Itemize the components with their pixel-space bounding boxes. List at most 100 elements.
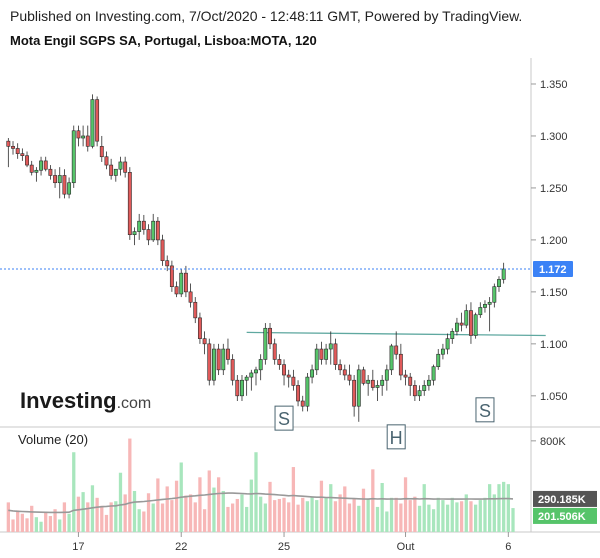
candle — [221, 343, 226, 376]
volume-bar — [174, 480, 179, 532]
candle-body — [370, 379, 375, 388]
price-grid: 1.350 1.300 1.250 1.200 1.150 1.100 1.050 — [531, 79, 568, 403]
volume-labels: 800K 290.185K 201.506K — [531, 436, 597, 524]
candle — [174, 281, 179, 298]
candle-body — [426, 379, 431, 386]
candle — [342, 364, 347, 381]
volume-bar — [67, 513, 71, 532]
candle-body — [469, 310, 473, 336]
candle — [263, 323, 268, 365]
candle-body — [314, 348, 319, 371]
volume-last-tag — [533, 507, 597, 524]
candle — [226, 338, 230, 365]
volume-bar — [380, 483, 384, 532]
candle — [137, 213, 142, 240]
volume-bar — [104, 514, 109, 532]
candle — [85, 125, 90, 152]
candle — [305, 372, 310, 412]
candle-body — [123, 161, 128, 173]
candle-body — [459, 322, 464, 326]
candle-body — [179, 272, 184, 295]
candle — [29, 160, 34, 176]
candle — [398, 343, 403, 381]
time-tick-label: 6 — [505, 541, 511, 553]
candle — [6, 138, 11, 168]
volume-bar — [76, 496, 81, 532]
volume-bar — [357, 505, 361, 532]
volume-bar — [216, 477, 221, 532]
volume-bar — [427, 504, 431, 532]
candle-body — [450, 331, 455, 339]
candle — [375, 380, 380, 402]
candle — [62, 169, 67, 199]
candle-body — [454, 322, 459, 332]
candle — [193, 297, 198, 324]
volume-bar — [118, 472, 123, 532]
volume-bar — [137, 509, 141, 532]
pattern-label-text: H — [390, 428, 403, 448]
candle-body — [333, 343, 338, 365]
volume-bar — [114, 501, 118, 532]
candle — [57, 167, 62, 199]
candle-body — [394, 345, 399, 355]
volume-bar — [263, 503, 267, 532]
volume-bar — [184, 495, 188, 532]
candle-body — [300, 400, 305, 407]
candle-body — [25, 155, 29, 166]
candle — [230, 354, 235, 386]
volume-bar — [296, 504, 300, 532]
volume-bar — [483, 497, 487, 532]
candle-body — [445, 338, 450, 350]
candle-body — [296, 385, 300, 402]
volume-bar — [123, 494, 127, 532]
price-tick-label: 1.250 — [540, 183, 568, 195]
candle-body — [76, 130, 81, 139]
volume-bar — [347, 503, 352, 532]
volume-bar — [198, 477, 202, 532]
volume-bar — [450, 497, 454, 532]
volume-series — [6, 438, 515, 532]
candle — [370, 369, 375, 391]
volume-bar — [455, 502, 459, 532]
volume-bar — [6, 502, 10, 532]
time-tick-label: Out — [397, 541, 415, 553]
candle-body — [95, 99, 100, 142]
candle — [118, 156, 123, 176]
volume-bar — [20, 513, 24, 532]
volume-bar — [492, 494, 496, 532]
candle-body — [109, 164, 114, 176]
volume-bar — [502, 481, 506, 532]
volume-bar — [459, 501, 464, 532]
candle-body — [197, 317, 202, 339]
volume-ma-line — [8, 492, 514, 514]
volume-ma-tag — [533, 490, 597, 507]
investing-logo-text: Investing.com — [20, 388, 151, 413]
price-tick-label: 1.350 — [540, 79, 568, 91]
candle-body — [277, 359, 282, 365]
candle-body — [492, 286, 497, 303]
candle — [254, 366, 258, 386]
volume-bar — [58, 519, 62, 532]
candle — [244, 375, 249, 396]
candle-body — [48, 168, 53, 176]
candle-body — [202, 338, 207, 345]
volume-bar — [385, 511, 389, 532]
candle — [169, 260, 174, 292]
volume-bar — [221, 490, 225, 532]
candle — [95, 96, 100, 147]
candle-body — [137, 220, 142, 232]
volume-bar — [156, 478, 160, 532]
last-price-tag — [533, 261, 573, 278]
volume-bar — [235, 498, 239, 532]
volume-bar — [441, 500, 445, 532]
candle — [445, 333, 450, 355]
candle — [366, 375, 371, 396]
candle-body — [272, 343, 277, 360]
candle-body — [347, 374, 352, 381]
candle — [436, 349, 441, 370]
volume-bar — [81, 492, 85, 532]
volume-bar — [44, 512, 48, 532]
candle — [249, 369, 254, 391]
pattern-label-text: S — [479, 401, 491, 421]
candle — [497, 276, 501, 292]
